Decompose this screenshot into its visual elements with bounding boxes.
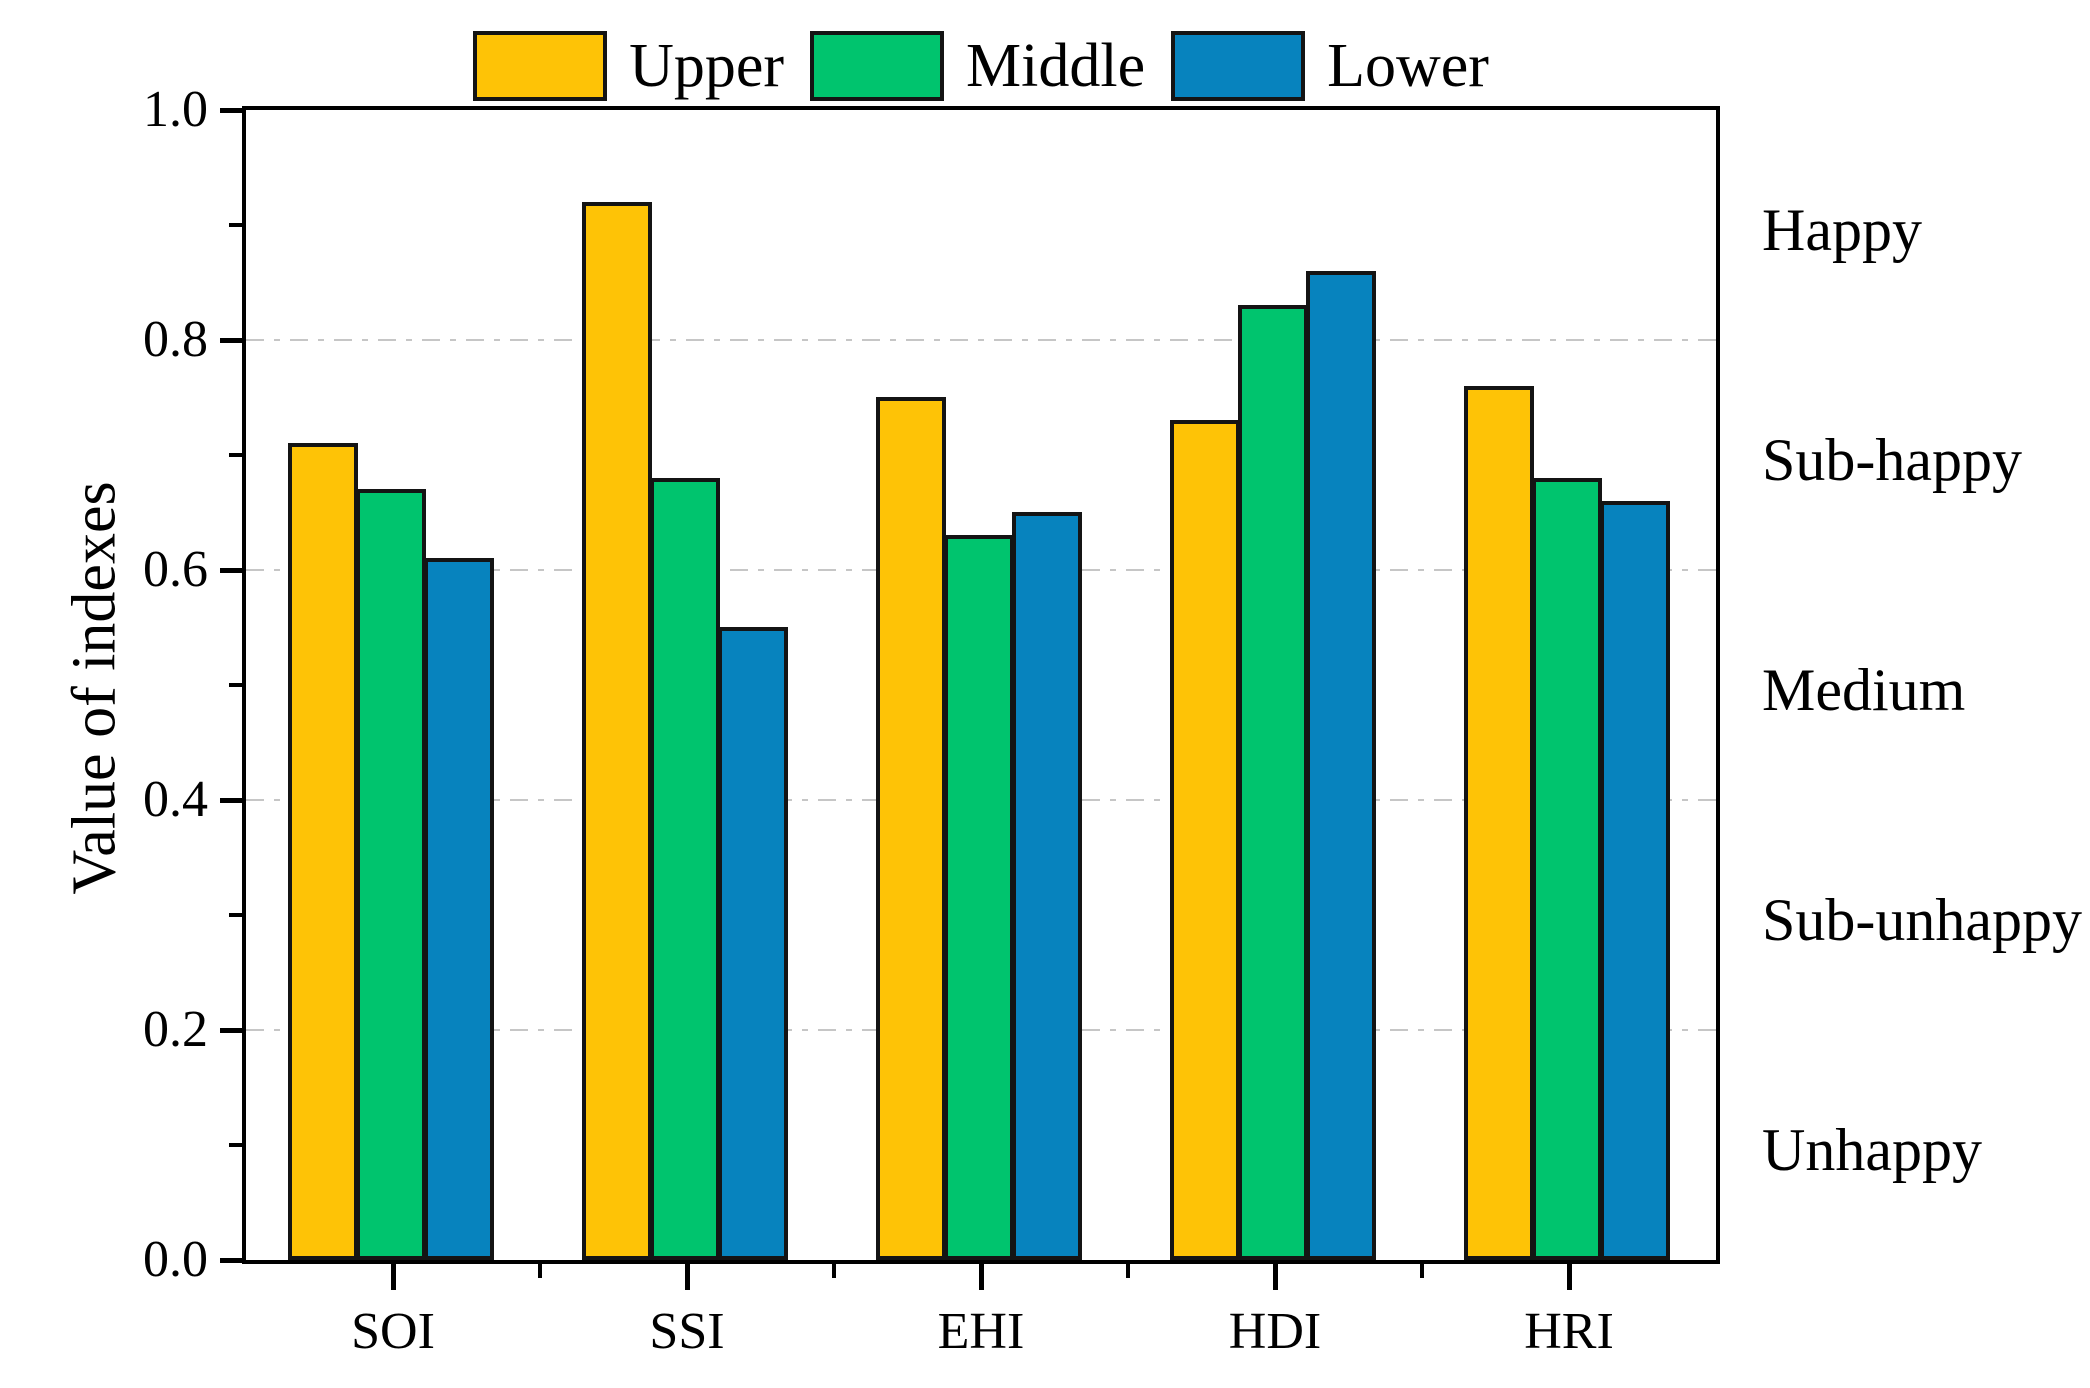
bar-middle-hri <box>1532 478 1602 1260</box>
bar-upper-hdi <box>1170 420 1240 1260</box>
bar-middle-ehi <box>944 535 1014 1260</box>
x-tick-hri <box>1566 1264 1572 1290</box>
bar-lower-hri <box>1600 501 1670 1260</box>
bar-lower-soi <box>424 558 494 1260</box>
bar-lower-hdi <box>1306 271 1376 1260</box>
y-tick-label-0.4: 0.4 <box>143 771 208 828</box>
legend-label-upper: Upper <box>629 32 785 100</box>
y-tick-0.4 <box>220 797 242 803</box>
y-tick-1.0 <box>220 107 242 113</box>
plot-area <box>242 106 1720 1264</box>
chart-legend: Upper Middle Lower <box>242 26 1720 106</box>
y-tick-label-0.6: 0.6 <box>143 541 208 598</box>
legend-item-lower: Lower <box>1171 31 1489 101</box>
x-tick-ssi <box>684 1264 690 1290</box>
y-axis-title: Value of indexes <box>60 481 129 895</box>
y-tick-label-1.0: 1.0 <box>143 81 208 138</box>
x-minor-tick-2 <box>832 1264 836 1278</box>
x-minor-tick-4 <box>1420 1264 1424 1278</box>
y-minor-tick-0.7 <box>229 453 242 457</box>
gridline-0.8 <box>246 339 1716 341</box>
bar-middle-hdi <box>1238 305 1308 1260</box>
y-minor-tick-0.9 <box>229 223 242 227</box>
y-tick-label-0.0: 0.0 <box>143 1231 208 1288</box>
bar-lower-ssi <box>718 627 788 1260</box>
x-tick-hdi <box>1272 1264 1278 1290</box>
legend-item-upper: Upper <box>473 31 784 101</box>
bar-middle-ssi <box>650 478 720 1260</box>
y-tick-0.6 <box>220 567 242 573</box>
y-minor-tick-0.5 <box>229 683 242 687</box>
band-label-medium: Medium <box>1762 657 1966 723</box>
y-minor-tick-0.1 <box>229 1143 242 1147</box>
bar-upper-ehi <box>876 397 946 1260</box>
x-tick-label-ssi: SSI <box>649 1303 725 1360</box>
y-minor-tick-0.3 <box>229 913 242 917</box>
legend-label-middle: Middle <box>966 32 1146 100</box>
legend-item-middle: Middle <box>810 31 1145 101</box>
y-tick-0.8 <box>220 337 242 343</box>
x-tick-label-soi: SOI <box>351 1303 435 1360</box>
band-label-sub-happy: Sub-happy <box>1762 427 2022 493</box>
y-tick-0.0 <box>220 1257 242 1263</box>
legend-swatch-lower <box>1171 31 1306 101</box>
x-minor-tick-1 <box>538 1264 542 1278</box>
bar-upper-soi <box>288 443 358 1260</box>
y-tick-label-0.8: 0.8 <box>143 311 208 368</box>
legend-label-lower: Lower <box>1327 32 1489 100</box>
x-tick-label-ehi: EHI <box>937 1303 1025 1360</box>
band-label-unhappy: Unhappy <box>1762 1117 1982 1183</box>
x-tick-label-hdi: HDI <box>1228 1303 1322 1360</box>
x-tick-ehi <box>978 1264 984 1290</box>
x-tick-label-hri: HRI <box>1524 1303 1614 1360</box>
y-tick-0.2 <box>220 1027 242 1033</box>
band-label-happy: Happy <box>1762 197 1922 263</box>
y-tick-label-0.2: 0.2 <box>143 1001 208 1058</box>
legend-swatch-middle <box>810 31 945 101</box>
bar-upper-hri <box>1464 386 1534 1260</box>
bar-middle-soi <box>356 489 426 1260</box>
x-tick-soi <box>390 1264 396 1290</box>
bar-upper-ssi <box>582 202 652 1260</box>
x-minor-tick-3 <box>1126 1264 1130 1278</box>
bar-lower-ehi <box>1012 512 1082 1260</box>
legend-swatch-upper <box>473 31 608 101</box>
band-label-sub-unhappy: Sub-unhappy <box>1762 887 2082 953</box>
